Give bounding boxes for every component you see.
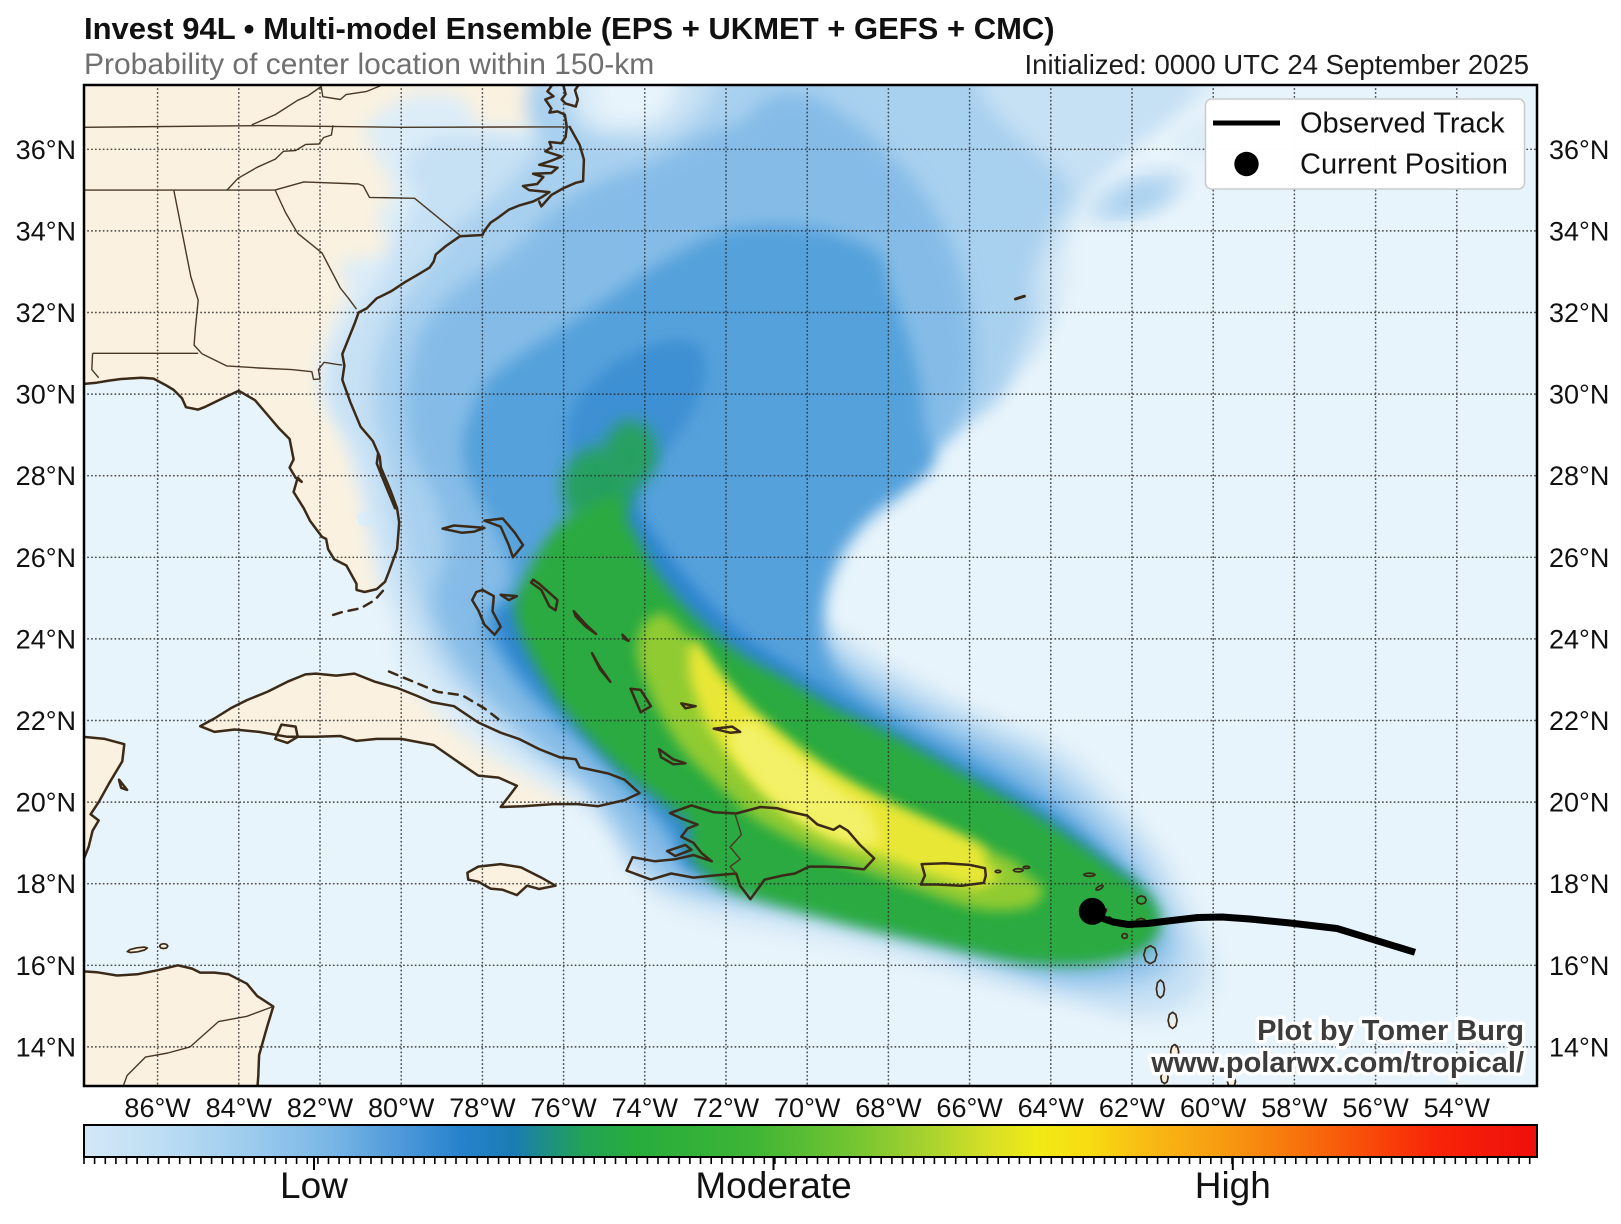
svg-text:26°N: 26°N [1549, 543, 1609, 573]
svg-text:28°N: 28°N [16, 461, 76, 491]
svg-text:22°N: 22°N [1549, 706, 1609, 736]
svg-text:72°W: 72°W [693, 1093, 760, 1123]
svg-text:18°N: 18°N [16, 869, 76, 899]
svg-text:54°W: 54°W [1424, 1093, 1491, 1123]
svg-text:30°N: 30°N [16, 380, 76, 410]
svg-text:18°N: 18°N [1549, 869, 1609, 899]
svg-text:Moderate: Moderate [695, 1165, 851, 1206]
svg-text:66°W: 66°W [936, 1093, 1003, 1123]
svg-text:76°W: 76°W [530, 1093, 597, 1123]
svg-text:60°W: 60°W [1180, 1093, 1247, 1123]
svg-text:32°N: 32°N [16, 298, 76, 328]
svg-text:56°W: 56°W [1342, 1093, 1409, 1123]
svg-text:82°W: 82°W [287, 1093, 354, 1123]
svg-text:86°W: 86°W [124, 1093, 191, 1123]
svg-text:36°N: 36°N [1549, 135, 1609, 165]
svg-text:32°N: 32°N [1549, 298, 1609, 328]
svg-text:70°W: 70°W [774, 1093, 841, 1123]
svg-text:64°W: 64°W [1018, 1093, 1085, 1123]
svg-text:36°N: 36°N [16, 135, 76, 165]
svg-text:Current Position: Current Position [1300, 149, 1508, 181]
svg-text:22°N: 22°N [16, 706, 76, 736]
svg-text:Probability of center location: Probability of center location within 15… [84, 48, 654, 81]
svg-text:16°N: 16°N [1549, 951, 1609, 981]
svg-text:74°W: 74°W [612, 1093, 679, 1123]
svg-text:20°N: 20°N [1549, 788, 1609, 818]
svg-text:24°N: 24°N [16, 624, 76, 654]
svg-text:www.polarwx.com/tropical/: www.polarwx.com/tropical/ [1150, 1047, 1524, 1079]
svg-text:28°N: 28°N [1549, 461, 1609, 491]
svg-text:80°W: 80°W [368, 1093, 435, 1123]
svg-text:34°N: 34°N [1549, 216, 1609, 246]
svg-text:Observed Track: Observed Track [1300, 108, 1505, 140]
svg-text:16°N: 16°N [16, 951, 76, 981]
svg-text:26°N: 26°N [16, 543, 76, 573]
svg-text:34°N: 34°N [16, 216, 76, 246]
svg-text:Plot by Tomer Burg: Plot by Tomer Burg [1257, 1015, 1524, 1047]
svg-text:Initialized: 0000 UTC 24 Septe: Initialized: 0000 UTC 24 September 2025 [1025, 49, 1529, 80]
svg-text:68°W: 68°W [855, 1093, 922, 1123]
svg-text:24°N: 24°N [1549, 624, 1609, 654]
svg-text:30°N: 30°N [1549, 380, 1609, 410]
svg-text:Low: Low [280, 1165, 348, 1206]
svg-text:84°W: 84°W [206, 1093, 273, 1123]
svg-text:Invest 94L • Multi-model Ensem: Invest 94L • Multi-model Ensemble (EPS +… [84, 11, 1055, 46]
svg-text:High: High [1195, 1165, 1271, 1206]
svg-text:58°W: 58°W [1261, 1093, 1328, 1123]
svg-text:20°N: 20°N [16, 788, 76, 818]
svg-text:14°N: 14°N [16, 1032, 76, 1062]
svg-text:78°W: 78°W [449, 1093, 516, 1123]
svg-text:62°W: 62°W [1099, 1093, 1166, 1123]
svg-text:14°N: 14°N [1549, 1032, 1609, 1062]
